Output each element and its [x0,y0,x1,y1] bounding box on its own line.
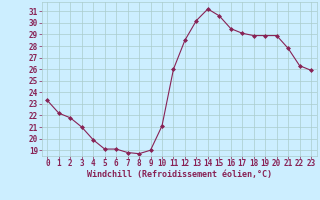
X-axis label: Windchill (Refroidissement éolien,°C): Windchill (Refroidissement éolien,°C) [87,170,272,179]
